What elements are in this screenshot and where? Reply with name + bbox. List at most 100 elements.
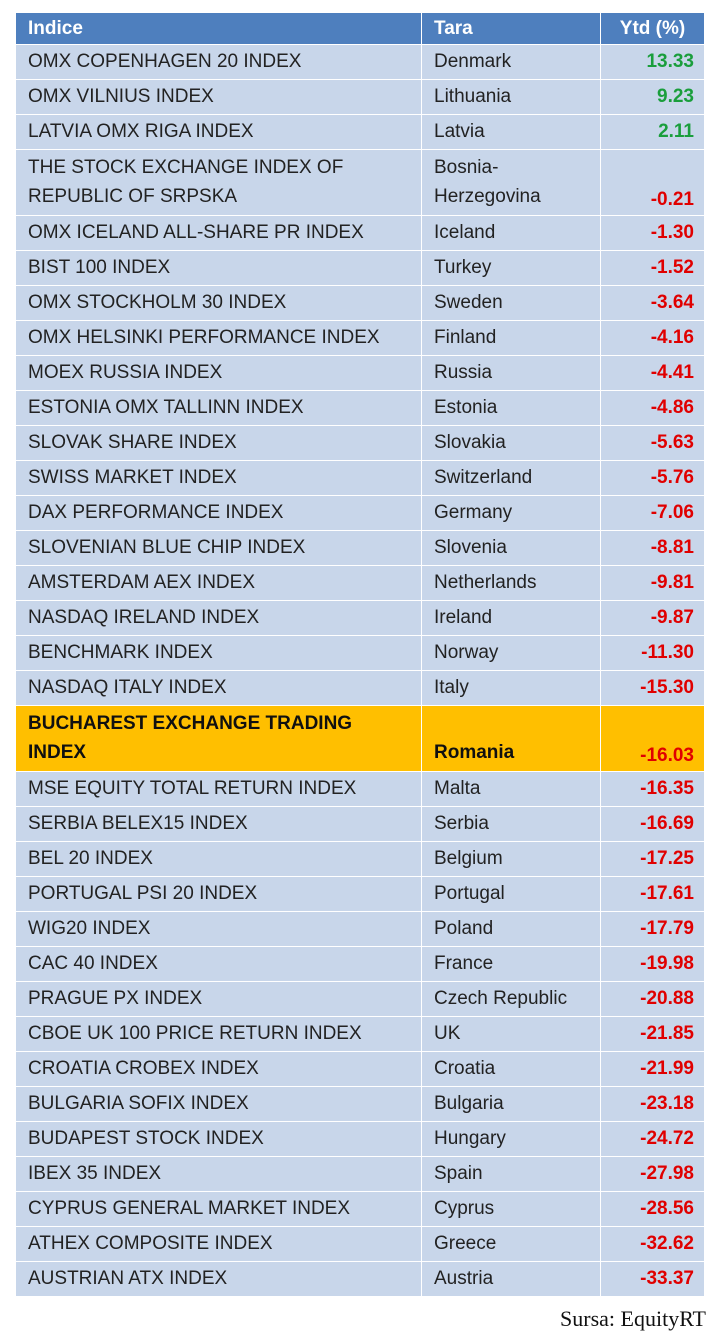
table-header: Indice Tara Ytd (%) — [15, 12, 705, 45]
cell-country: Slovakia — [421, 425, 601, 461]
cell-country: Turkey — [421, 250, 601, 286]
cell-index-name: MOEX RUSSIA INDEX — [15, 355, 422, 391]
cell-index-name: CYPRUS GENERAL MARKET INDEX — [15, 1191, 422, 1227]
cell-index-name: OMX HELSINKI PERFORMANCE INDEX — [15, 320, 422, 356]
cell-country: Malta — [421, 771, 601, 807]
cell-ytd-value: -7.06 — [600, 495, 705, 531]
table-row: CBOE UK 100 PRICE RETURN INDEX UK -21.85 — [15, 1016, 705, 1052]
table-row: BEL 20 INDEX Belgium -17.25 — [15, 841, 705, 877]
table-row: SLOVENIAN BLUE CHIP INDEX Slovenia -8.81 — [15, 530, 705, 566]
cell-ytd-value: 2.11 — [600, 114, 705, 150]
cell-country: Cyprus — [421, 1191, 601, 1227]
table-row: OMX COPENHAGEN 20 INDEX Denmark 13.33 — [15, 44, 705, 80]
cell-index-name: NASDAQ IRELAND INDEX — [15, 600, 422, 636]
table-row: BIST 100 INDEX Turkey -1.52 — [15, 250, 705, 286]
table-row: CYPRUS GENERAL MARKET INDEX Cyprus -28.56 — [15, 1191, 705, 1227]
cell-ytd-value: -0.21 — [600, 149, 705, 216]
cell-country: Romania — [421, 705, 601, 772]
cell-ytd-value: -4.41 — [600, 355, 705, 391]
cell-ytd-value: -11.30 — [600, 635, 705, 671]
cell-index-name: ATHEX COMPOSITE INDEX — [15, 1226, 422, 1262]
cell-country: Greece — [421, 1226, 601, 1262]
cell-ytd-value: -1.52 — [600, 250, 705, 286]
table-row: PORTUGAL PSI 20 INDEX Portugal -17.61 — [15, 876, 705, 912]
cell-index-name: BEL 20 INDEX — [15, 841, 422, 877]
cell-index-name: BUCHAREST EXCHANGE TRADING INDEX — [15, 705, 422, 772]
cell-index-name: SLOVENIAN BLUE CHIP INDEX — [15, 530, 422, 566]
cell-country: Denmark — [421, 44, 601, 80]
table-row: MOEX RUSSIA INDEX Russia -4.41 — [15, 355, 705, 391]
cell-ytd-value: -5.76 — [600, 460, 705, 496]
cell-ytd-value: -33.37 — [600, 1261, 705, 1297]
cell-index-name: BULGARIA SOFIX INDEX — [15, 1086, 422, 1122]
table-row: NASDAQ IRELAND INDEX Ireland -9.87 — [15, 600, 705, 636]
cell-ytd-value: -4.16 — [600, 320, 705, 356]
cell-index-name: AMSTERDAM AEX INDEX — [15, 565, 422, 601]
table-row: OMX HELSINKI PERFORMANCE INDEX Finland -4.… — [15, 320, 705, 356]
cell-ytd-value: 13.33 — [600, 44, 705, 80]
cell-ytd-value: -27.98 — [600, 1156, 705, 1192]
cell-index-name: BUDAPEST STOCK INDEX — [15, 1121, 422, 1157]
table-row: DAX PERFORMANCE INDEX Germany -7.06 — [15, 495, 705, 531]
cell-country: France — [421, 946, 601, 982]
cell-country: Hungary — [421, 1121, 601, 1157]
cell-country: Spain — [421, 1156, 601, 1192]
cell-index-name: CAC 40 INDEX — [15, 946, 422, 982]
cell-ytd-value: -1.30 — [600, 215, 705, 251]
cell-ytd-value: -3.64 — [600, 285, 705, 321]
cell-ytd-value: -17.61 — [600, 876, 705, 912]
cell-ytd-value: -9.81 — [600, 565, 705, 601]
cell-ytd-value: -17.25 — [600, 841, 705, 877]
table-row: OMX ICELAND ALL-SHARE PR INDEX Iceland -1.… — [15, 215, 705, 251]
cell-country: Russia — [421, 355, 601, 391]
cell-country: Norway — [421, 635, 601, 671]
cell-index-name: SWISS MARKET INDEX — [15, 460, 422, 496]
cell-index-name: WIG20 INDEX — [15, 911, 422, 947]
cell-ytd-value: -32.62 — [600, 1226, 705, 1262]
table-row: NASDAQ ITALY INDEX Italy -15.30 — [15, 670, 705, 706]
cell-ytd-value: -23.18 — [600, 1086, 705, 1122]
cell-country: Bosnia-Herzegovina — [421, 149, 601, 216]
table-row-highlighted: BUCHAREST EXCHANGE TRADING INDEX Romania -… — [15, 705, 705, 772]
cell-country: Germany — [421, 495, 601, 531]
cell-ytd-value: -16.03 — [600, 705, 705, 772]
cell-country: Croatia — [421, 1051, 601, 1087]
header-row: Indice Tara Ytd (%) — [15, 12, 705, 45]
table-row: IBEX 35 INDEX Spain -27.98 — [15, 1156, 705, 1192]
table-row: WIG20 INDEX Poland -17.79 — [15, 911, 705, 947]
cell-index-name: THE STOCK EXCHANGE INDEX OF REPUBLIC OF … — [15, 149, 422, 216]
cell-country: Czech Republic — [421, 981, 601, 1017]
cell-country: Belgium — [421, 841, 601, 877]
header-ytd: Ytd (%) — [600, 12, 705, 45]
cell-index-name: IBEX 35 INDEX — [15, 1156, 422, 1192]
cell-ytd-value: 9.23 — [600, 79, 705, 115]
table-row: OMX VILNIUS INDEX Lithuania 9.23 — [15, 79, 705, 115]
cell-index-name: BIST 100 INDEX — [15, 250, 422, 286]
header-index: Indice — [15, 12, 422, 45]
cell-index-name: OMX COPENHAGEN 20 INDEX — [15, 44, 422, 80]
cell-index-name: PORTUGAL PSI 20 INDEX — [15, 876, 422, 912]
cell-index-name: SLOVAK SHARE INDEX — [15, 425, 422, 461]
table-row: MSE EQUITY TOTAL RETURN INDEX Malta -16.35 — [15, 771, 705, 807]
cell-country: Poland — [421, 911, 601, 947]
table-row: BENCHMARK INDEX Norway -11.30 — [15, 635, 705, 671]
cell-country: Austria — [421, 1261, 601, 1297]
cell-country: Iceland — [421, 215, 601, 251]
cell-index-name: OMX VILNIUS INDEX — [15, 79, 422, 115]
cell-ytd-value: -28.56 — [600, 1191, 705, 1227]
cell-ytd-value: -16.69 — [600, 806, 705, 842]
cell-ytd-value: -5.63 — [600, 425, 705, 461]
cell-country: UK — [421, 1016, 601, 1052]
table-body: OMX COPENHAGEN 20 INDEX Denmark 13.33 OMX V… — [15, 44, 705, 1297]
cell-ytd-value: -20.88 — [600, 981, 705, 1017]
cell-country: Portugal — [421, 876, 601, 912]
table-row: AMSTERDAM AEX INDEX Netherlands -9.81 — [15, 565, 705, 601]
cell-index-name: DAX PERFORMANCE INDEX — [15, 495, 422, 531]
table-row: BULGARIA SOFIX INDEX Bulgaria -23.18 — [15, 1086, 705, 1122]
cell-ytd-value: -21.99 — [600, 1051, 705, 1087]
table-row: THE STOCK EXCHANGE INDEX OF REPUBLIC OF … — [15, 149, 705, 216]
table-row: CROATIA CROBEX INDEX Croatia -21.99 — [15, 1051, 705, 1087]
table-row: PRAGUE PX INDEX Czech Republic -20.88 — [15, 981, 705, 1017]
cell-ytd-value: -9.87 — [600, 600, 705, 636]
source-note: Sursa: EquityRT — [560, 1306, 706, 1331]
